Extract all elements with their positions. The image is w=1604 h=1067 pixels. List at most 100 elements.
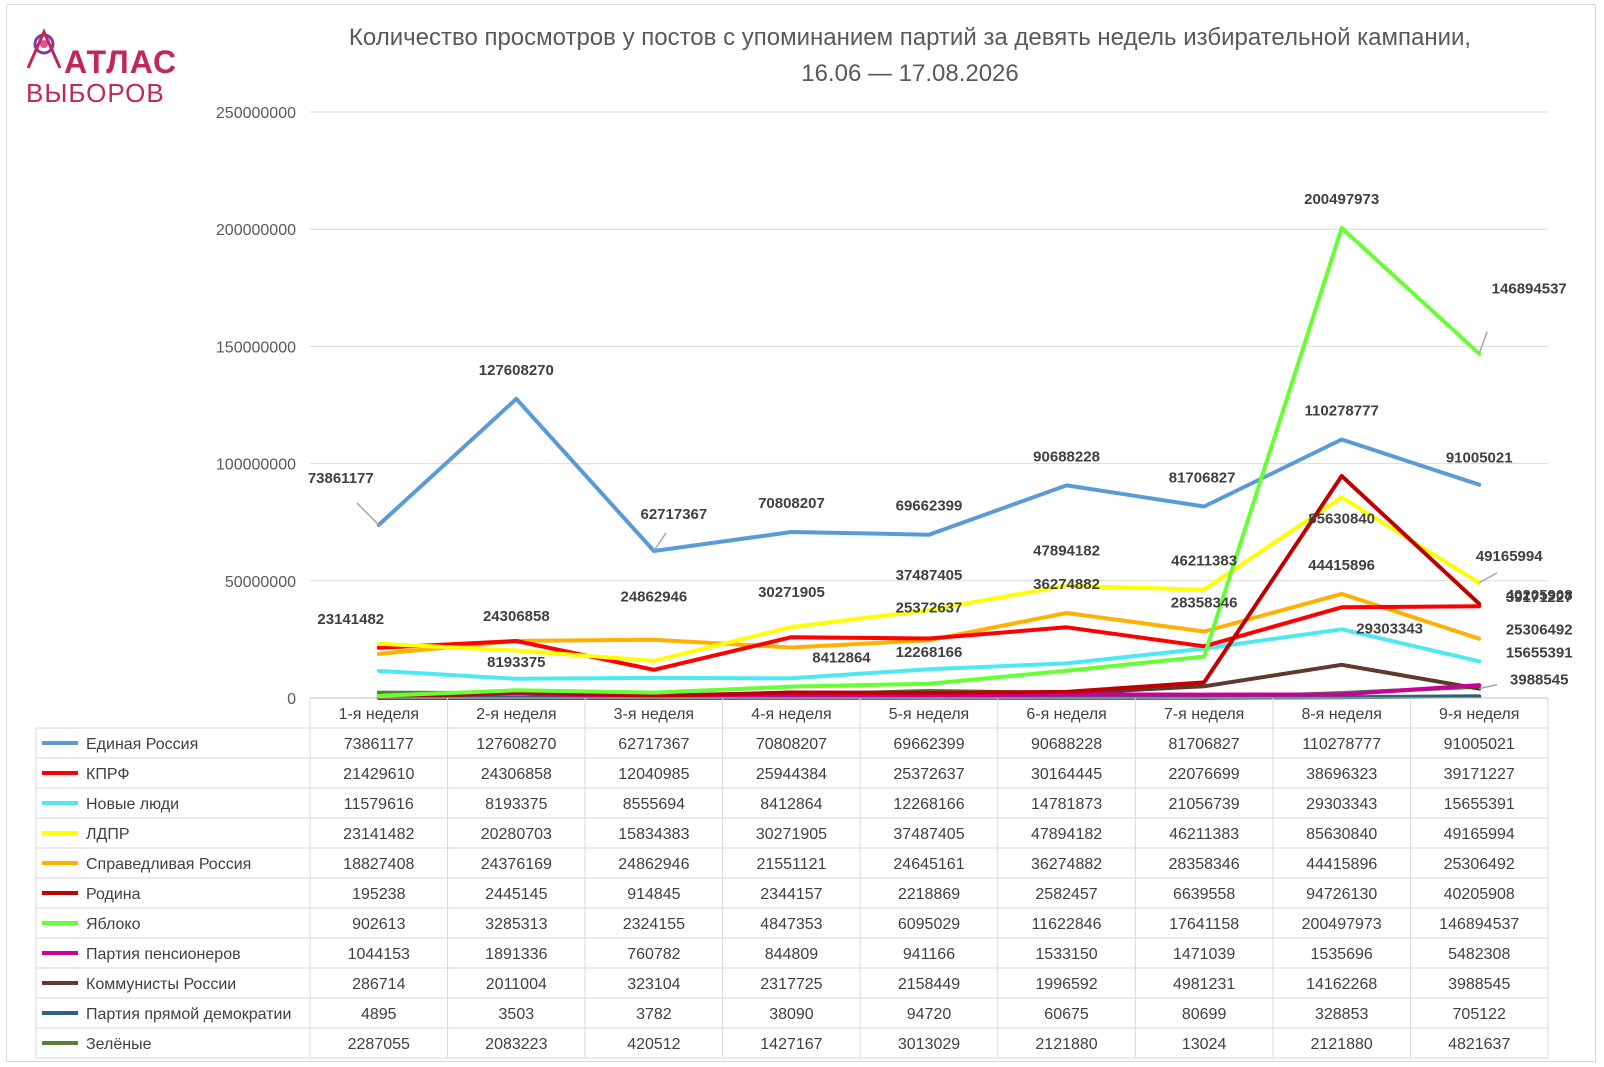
table-cell: 941166: [903, 946, 955, 963]
x-category-label: 5-я неделя: [889, 706, 969, 723]
table-cell: 2121880: [1035, 1036, 1097, 1053]
table-cell: 2158449: [898, 976, 960, 993]
table-cell: 38090: [769, 1006, 814, 1023]
table-cell: 94720: [907, 1006, 952, 1023]
y-tick-label: 0: [287, 691, 296, 708]
data-label: 25306492: [1506, 622, 1573, 639]
legend-label: Яблоко: [86, 916, 141, 933]
table-cell: 12268166: [893, 796, 964, 813]
x-category-label: 2-я неделя: [476, 706, 556, 723]
data-label: 44415896: [1308, 557, 1375, 574]
table-cell: 91005021: [1444, 736, 1515, 753]
legend-label: Справедливая Россия: [86, 856, 251, 873]
table-cell: 24645161: [893, 856, 964, 873]
table-cell: 25306492: [1444, 856, 1515, 873]
y-tick-label: 50000000: [225, 574, 296, 591]
table-cell: 3988545: [1448, 976, 1510, 993]
y-axis-ticks: 0 50000000 100000000 150000000 200000000 2500…: [216, 105, 296, 708]
table-cell: 2083223: [485, 1036, 547, 1053]
table-cell: 28358346: [1169, 856, 1240, 873]
data-label: 46211383: [1171, 553, 1237, 570]
data-label: 47894182: [1033, 543, 1100, 560]
table-cell: 73861177: [344, 736, 414, 753]
data-label: 39171227: [1506, 589, 1573, 606]
x-category-label: 3-я неделя: [614, 706, 694, 723]
legend-label: Новые люди: [86, 796, 179, 813]
table-cell: 1535696: [1311, 946, 1373, 963]
table-cell: 13024: [1182, 1036, 1227, 1053]
table-cell: 760782: [627, 946, 680, 963]
table-cell: 29303343: [1306, 796, 1377, 813]
series-lines: [376, 226, 1482, 700]
logo-icon: [26, 28, 62, 69]
data-label: 24306858: [483, 608, 550, 625]
data-table: 1-я неделя 2-я неделя 3-я неделя 4-я неделя…: [35, 697, 1549, 1059]
table-cell: 2121880: [1311, 1036, 1373, 1053]
table-cell: 4895: [361, 1006, 397, 1023]
table-cell: 146894537: [1439, 916, 1519, 933]
table-cell: 4847353: [760, 916, 822, 933]
table-cell: 24306858: [481, 766, 552, 783]
table-cell: 46211383: [1169, 826, 1239, 843]
table-cell: 2218869: [898, 886, 960, 903]
table-cell: 70808207: [756, 736, 827, 753]
data-label: 3988545: [1510, 672, 1568, 689]
chart-title: Количество просмотров у постов с упомина…: [260, 20, 1560, 92]
table-cell: 12040985: [618, 766, 689, 783]
table-cell: 25372637: [893, 766, 964, 783]
table-cell: 2317725: [760, 976, 822, 993]
legend-label: КПРФ: [86, 766, 129, 783]
table-cell: 37487405: [893, 826, 964, 843]
data-label: 62717367: [641, 506, 708, 523]
table-cell: 110278777: [1302, 736, 1381, 753]
table-cell: 15834383: [618, 826, 689, 843]
label-leader-line: [356, 502, 380, 526]
table-cell: 1533150: [1035, 946, 1097, 963]
table-cell: 22076699: [1169, 766, 1240, 783]
data-label: 40205908: [1506, 587, 1573, 604]
table-cell: 30164445: [1031, 766, 1102, 783]
data-label: 29303343: [1356, 620, 1423, 637]
legend-label: Коммунисты России: [86, 976, 236, 993]
data-label: 24862946: [621, 589, 688, 606]
table-cell: 1427167: [760, 1036, 822, 1053]
data-label: 23141482: [317, 611, 384, 628]
data-label: 25372637: [896, 600, 963, 617]
table-cell: 914845: [627, 886, 680, 903]
table-cell: 21429610: [343, 766, 414, 783]
table-cell: 705122: [1453, 1006, 1506, 1023]
table-cell: 18827408: [343, 856, 414, 873]
table-cell: 6095029: [898, 916, 960, 933]
table-cell: 902613: [352, 916, 405, 933]
data-label: 200497973: [1304, 191, 1379, 208]
y-tick-label: 150000000: [216, 339, 296, 356]
table-cell: 3782: [636, 1006, 672, 1023]
table-cell: 30271905: [756, 826, 827, 843]
table-cell: 420512: [627, 1036, 680, 1053]
table-cell: 39171227: [1444, 766, 1515, 783]
table-cell: 47894182: [1031, 826, 1102, 843]
series-line: [376, 604, 1482, 672]
data-label: 110278777: [1305, 403, 1379, 420]
series-line: [376, 474, 1482, 700]
table-cell: 1044153: [348, 946, 410, 963]
table-cell: 8555694: [623, 796, 685, 813]
table-cell: 2582457: [1035, 886, 1097, 903]
table-cell: 21056739: [1169, 796, 1240, 813]
table-cell: 3013029: [898, 1036, 960, 1053]
data-label: 8193375: [487, 654, 545, 671]
data-label: 73861177: [308, 470, 374, 487]
table-cell: 11622846: [1032, 916, 1102, 933]
table-cell: 69662399: [893, 736, 964, 753]
series-line: [376, 396, 1482, 553]
x-category-label: 6-я неделя: [1026, 706, 1106, 723]
data-label: 15655391: [1506, 644, 1573, 661]
table-cell: 94726130: [1306, 886, 1377, 903]
data-label: 127608270: [479, 362, 554, 379]
data-label: 69662399: [896, 498, 963, 515]
table-cell: 23141482: [343, 826, 414, 843]
table-cell: 24862946: [618, 856, 689, 873]
table-cell: 8412864: [760, 796, 822, 813]
x-category-label: 1-я неделя: [339, 706, 419, 723]
data-label: 8412864: [812, 649, 871, 666]
